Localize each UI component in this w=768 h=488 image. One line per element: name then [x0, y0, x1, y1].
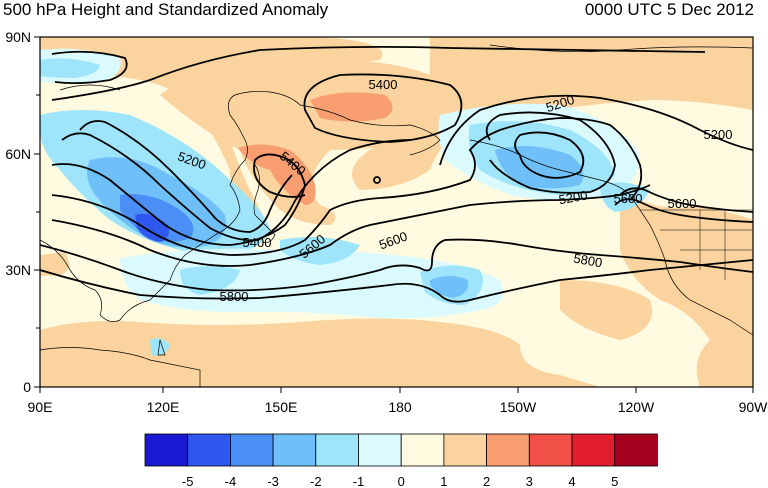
contour-5800-south — [40, 259, 753, 303]
contour-label: 5200 — [558, 188, 589, 208]
colorbar-label: -4 — [225, 474, 237, 488]
lon-tick-label: 90W — [739, 399, 768, 415]
colorbar-swatch — [315, 433, 359, 467]
contour-5600-na — [619, 187, 753, 213]
colorbar-swatch — [614, 433, 658, 467]
colorbar-swatch — [443, 433, 487, 467]
axis-ticks — [34, 36, 754, 393]
lon-tick-label: 150W — [500, 399, 537, 415]
svg-text:5200: 5200 — [558, 188, 589, 208]
svg-text:5800: 5800 — [220, 289, 249, 304]
contour-5700-na — [614, 198, 753, 223]
colorbar-swatch — [528, 433, 573, 467]
height-contours — [40, 45, 753, 303]
contour-small-ring — [373, 176, 381, 184]
latitude-labels: 90N 60N 30N 0 — [5, 29, 31, 395]
colorbar-label: 0 — [398, 474, 405, 488]
colorbar-label: -1 — [353, 474, 365, 488]
colorbar-swatch — [144, 433, 189, 467]
anomaly-shading — [40, 37, 753, 387]
svg-text:5600: 5600 — [614, 191, 643, 206]
lat-tick-label: 0 — [23, 379, 31, 395]
asia-coastline — [40, 91, 301, 322]
contour-label: 5800 — [220, 289, 249, 304]
contour-5100-low — [514, 131, 585, 179]
contour-5200-low — [485, 111, 616, 194]
colorbar-label: 1 — [440, 474, 447, 488]
contour-5400-ridge — [303, 73, 463, 143]
colorbar — [144, 433, 658, 467]
colorbar-swatch — [229, 433, 274, 467]
contour-5800 — [40, 238, 753, 292]
contour-5200-ring — [439, 94, 753, 166]
lon-tick-label: 150E — [265, 399, 298, 415]
contour-5400-east — [51, 117, 643, 256]
colorbar-label: -5 — [182, 474, 194, 488]
svg-text:5400: 5400 — [369, 77, 398, 92]
contour-label: 5400 — [369, 77, 398, 92]
indonesia-coast — [40, 347, 201, 387]
lon-tick-label: 90E — [28, 399, 53, 415]
longitude-labels: 90E 120E 150E 180 150W 120W 90W — [28, 399, 768, 415]
colorbar-label: -2 — [310, 474, 322, 488]
contour-5400 — [51, 153, 306, 246]
lat-tick-label: 30N — [5, 262, 31, 278]
contour-label: 5400 — [243, 235, 272, 250]
contour-5100-trough — [79, 120, 293, 233]
contour-label: 5600 — [614, 191, 643, 206]
us-state-lines — [640, 209, 753, 280]
lon-tick-label: 120W — [618, 399, 655, 415]
svg-text:5600: 5600 — [668, 196, 697, 211]
lon-tick-label: 180 — [388, 399, 412, 415]
colorbar-label: 2 — [483, 474, 490, 488]
colorbar-swatch — [272, 433, 317, 467]
colorbar-swatch — [358, 433, 402, 467]
colorbar-label: 3 — [526, 474, 533, 488]
valid-time: 0000 UTC 5 Dec 2012 — [584, 0, 754, 19]
contour-5100 — [51, 50, 128, 85]
colorbar-labels: -5 -4 -3 -2 -1 0 1 2 3 4 5 — [182, 474, 618, 488]
colorbar-swatch — [486, 433, 530, 467]
svg-text:5400: 5400 — [243, 235, 272, 250]
svg-text:5800: 5800 — [572, 251, 603, 271]
contour-label: 5200 — [704, 127, 733, 142]
siberia-coast — [299, 104, 441, 156]
lon-tick-label: 120E — [147, 399, 180, 415]
colorbar-label: 4 — [568, 474, 575, 488]
contour-label: 5800 — [572, 251, 603, 271]
colorbar-swatch — [400, 433, 445, 467]
lat-tick-label: 60N — [5, 146, 31, 162]
contour-north — [51, 45, 706, 101]
contour-5600 — [51, 184, 651, 267]
lat-tick-label: 90N — [5, 29, 31, 45]
colorbar-swatch — [187, 433, 231, 467]
colorbar-label: 5 — [611, 474, 618, 488]
philippines-coast — [157, 339, 166, 356]
map-title: 500 hPa Height and Standardized Anomaly — [3, 0, 329, 19]
japan-coast — [254, 214, 276, 244]
sakhalin-coast — [253, 164, 260, 216]
svg-text:5200: 5200 — [704, 127, 733, 142]
colorbar-swatch — [571, 433, 616, 467]
colorbar-label: -3 — [267, 474, 279, 488]
contour-label: 5600 — [668, 196, 697, 211]
